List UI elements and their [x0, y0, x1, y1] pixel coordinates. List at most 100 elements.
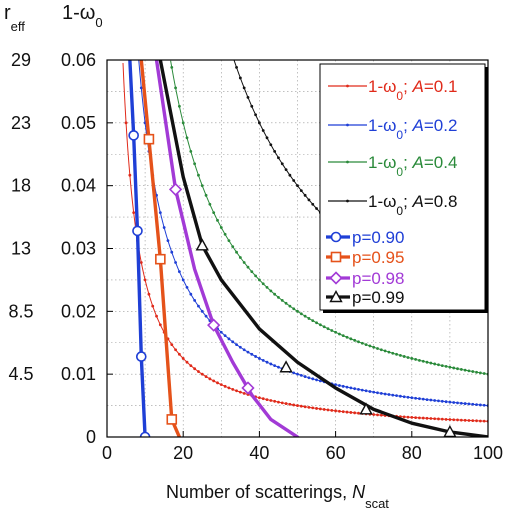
y-tick-label: 0.05	[61, 113, 96, 133]
marker-dot	[139, 261, 143, 264]
marker-dot	[334, 330, 337, 334]
marker-dot	[452, 401, 456, 404]
marker-dot	[284, 168, 288, 172]
marker-dot	[181, 121, 185, 125]
marker-dot	[471, 419, 475, 423]
marker-dot	[311, 319, 315, 323]
marker-dot	[349, 337, 353, 341]
marker-triangle	[279, 360, 293, 373]
marker-dot	[341, 384, 345, 388]
legend-label-sub: 0	[396, 204, 403, 218]
marker-dot	[334, 409, 337, 413]
legend-box	[319, 63, 486, 311]
marker-dot	[372, 345, 376, 349]
marker-dot	[261, 129, 265, 132]
marker-dot	[250, 104, 254, 108]
marker-dot	[235, 250, 238, 254]
marker-circle	[330, 231, 342, 243]
reff-tick-label: 4.5	[8, 364, 33, 384]
omega-axis-title-sub: 0	[95, 15, 102, 30]
marker-dot	[418, 416, 421, 420]
marker-dot	[299, 373, 303, 377]
marker-dot	[299, 312, 303, 316]
marker-dot	[475, 370, 478, 374]
marker-dot	[341, 334, 345, 338]
marker-dot	[467, 369, 471, 373]
marker-dot	[261, 397, 265, 401]
reff-tick-label: 13	[11, 239, 31, 259]
legend-label: p=0.99	[352, 288, 404, 307]
marker-dot	[277, 365, 280, 369]
marker-dot	[421, 359, 425, 363]
marker-dot	[406, 395, 410, 399]
marker-dot	[254, 113, 257, 117]
marker-dot	[398, 394, 402, 398]
marker-dot	[277, 295, 280, 299]
marker-dot	[139, 86, 143, 90]
marker-dot	[315, 407, 318, 410]
marker-dot	[478, 371, 482, 375]
marker-dot	[311, 377, 315, 381]
marker-dot	[185, 285, 189, 289]
marker-dot	[277, 400, 280, 404]
marker-dot	[292, 371, 296, 375]
legend-label-main: 1-ω	[368, 116, 396, 135]
marker-dot	[414, 416, 418, 420]
legend-label: p=0.95	[352, 248, 404, 267]
marker-dot	[456, 367, 459, 371]
marker-dot	[383, 349, 387, 353]
axis-labels: 0 20 40 60 80 100 0 0.01 0.02 0.03 0.04 0.05 0.06 29 2…	[4, 2, 503, 511]
legend-label-sep: ;	[403, 77, 412, 96]
marker-dot	[318, 323, 322, 327]
marker-dot	[463, 418, 467, 422]
marker-dot	[189, 292, 193, 296]
marker-dot	[254, 274, 257, 278]
marker-dot	[395, 352, 398, 356]
marker-dot	[292, 179, 296, 182]
marker-dot	[299, 404, 303, 408]
legend-item: 1-ω0; A=0.2	[328, 116, 457, 142]
plot-area	[122, 60, 488, 437]
legend-item: 1-ω0; A=0.1	[328, 77, 457, 103]
marker-dot	[406, 356, 410, 359]
legend-label-value: =0.1	[424, 77, 458, 96]
marker-dot	[315, 378, 318, 382]
marker-dot	[379, 391, 383, 395]
marker-triangle	[329, 290, 343, 303]
marker-dot	[467, 402, 471, 406]
marker-dot	[277, 156, 280, 160]
marker-dot	[170, 65, 174, 69]
legend-label: 1-ω0; A=0.8	[368, 192, 457, 218]
marker-dot	[346, 123, 349, 127]
marker-dot	[269, 289, 273, 293]
legend-label-main: 1-ω	[368, 192, 396, 211]
marker-dot	[296, 372, 299, 376]
marker-dot	[235, 65, 238, 69]
marker-dot	[258, 278, 261, 282]
marker-dot	[437, 399, 440, 403]
marker-dot	[296, 184, 299, 188]
marker-dot	[379, 348, 383, 352]
marker-dot	[402, 355, 406, 358]
marker-diamond	[168, 182, 183, 197]
marker-dot	[478, 419, 482, 423]
marker-diamond	[241, 381, 255, 395]
marker-dot	[452, 366, 456, 370]
marker-dot	[280, 401, 284, 405]
marker-dot	[303, 375, 307, 378]
marker-dot	[322, 325, 326, 329]
marker-square	[143, 133, 155, 145]
marker-dot	[219, 330, 223, 334]
series-4	[128, 60, 151, 437]
marker-dot	[155, 314, 158, 318]
marker-dot	[456, 401, 459, 405]
marker-dot	[147, 292, 151, 296]
x-tick-label: 60	[326, 443, 346, 463]
marker-dot	[421, 397, 425, 401]
legend-label-main: 1-ω	[368, 153, 396, 172]
marker-dot	[269, 399, 273, 402]
legend-label: 1-ω0; A=0.2	[368, 116, 457, 142]
marker-dot	[315, 207, 318, 210]
legend-item: 1-ω0; A=0.4	[328, 153, 457, 179]
reff-axis-title-sub: eff	[11, 19, 26, 34]
